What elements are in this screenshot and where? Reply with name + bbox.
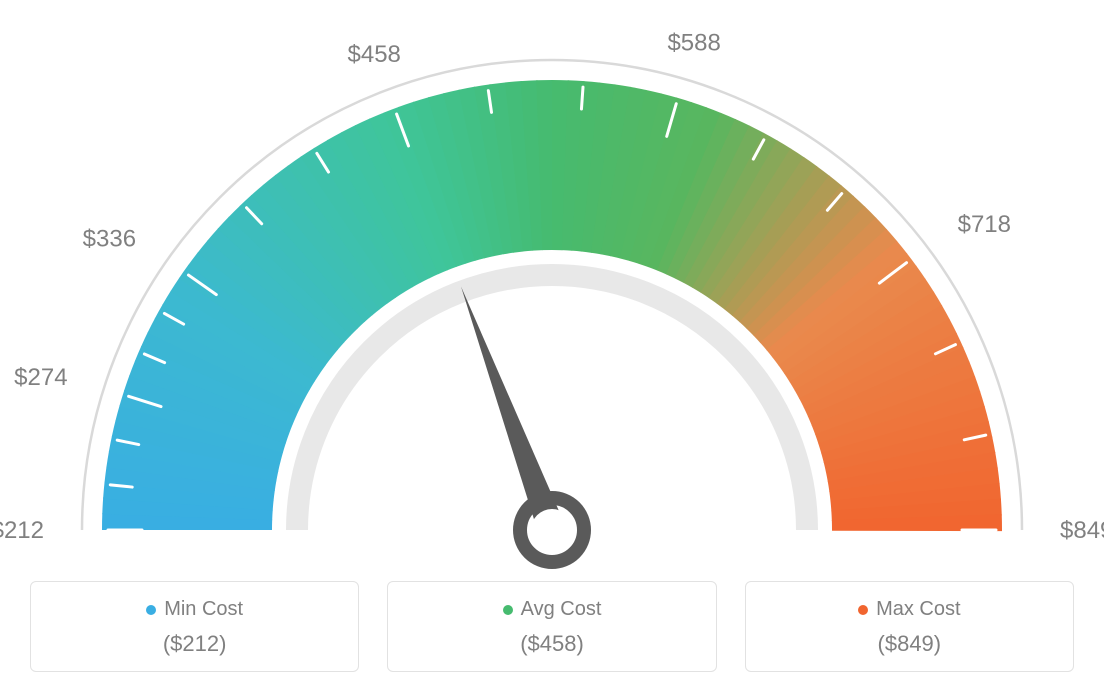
legend-value-max: ($849) <box>756 631 1063 657</box>
dot-max <box>858 605 868 615</box>
gauge-area: $212 $274 $336 $458 $588 $718 $849 <box>0 0 1104 570</box>
legend-card-min: Min Cost ($212) <box>30 581 359 672</box>
legend-card-max: Max Cost ($849) <box>745 581 1074 672</box>
legend-card-avg: Avg Cost ($458) <box>387 581 716 672</box>
legend-row: Min Cost ($212) Avg Cost ($458) Max Cost… <box>30 581 1074 672</box>
cost-gauge-chart: $212 $274 $336 $458 $588 $718 $849 Min Cost ($… <box>0 0 1104 690</box>
dot-avg <box>503 605 513 615</box>
dot-min <box>146 605 156 615</box>
svg-text:$274: $274 <box>14 364 67 391</box>
legend-title-avg: Avg Cost <box>503 598 602 621</box>
legend-value-min: ($212) <box>41 631 348 657</box>
svg-text:$849: $849 <box>1060 517 1104 544</box>
legend-title-min: Min Cost <box>146 598 243 621</box>
legend-value-avg: ($458) <box>398 631 705 657</box>
legend-label-max: Max Cost <box>876 598 960 621</box>
legend-title-max: Max Cost <box>858 598 960 621</box>
legend-label-min: Min Cost <box>164 598 243 621</box>
svg-text:$458: $458 <box>348 41 401 68</box>
svg-text:$336: $336 <box>83 225 136 252</box>
svg-text:$212: $212 <box>0 517 44 544</box>
svg-text:$588: $588 <box>667 29 720 56</box>
svg-text:$718: $718 <box>958 211 1011 238</box>
gauge-svg: $212 $274 $336 $458 $588 $718 $849 <box>0 0 1104 570</box>
legend-label-avg: Avg Cost <box>521 598 602 621</box>
